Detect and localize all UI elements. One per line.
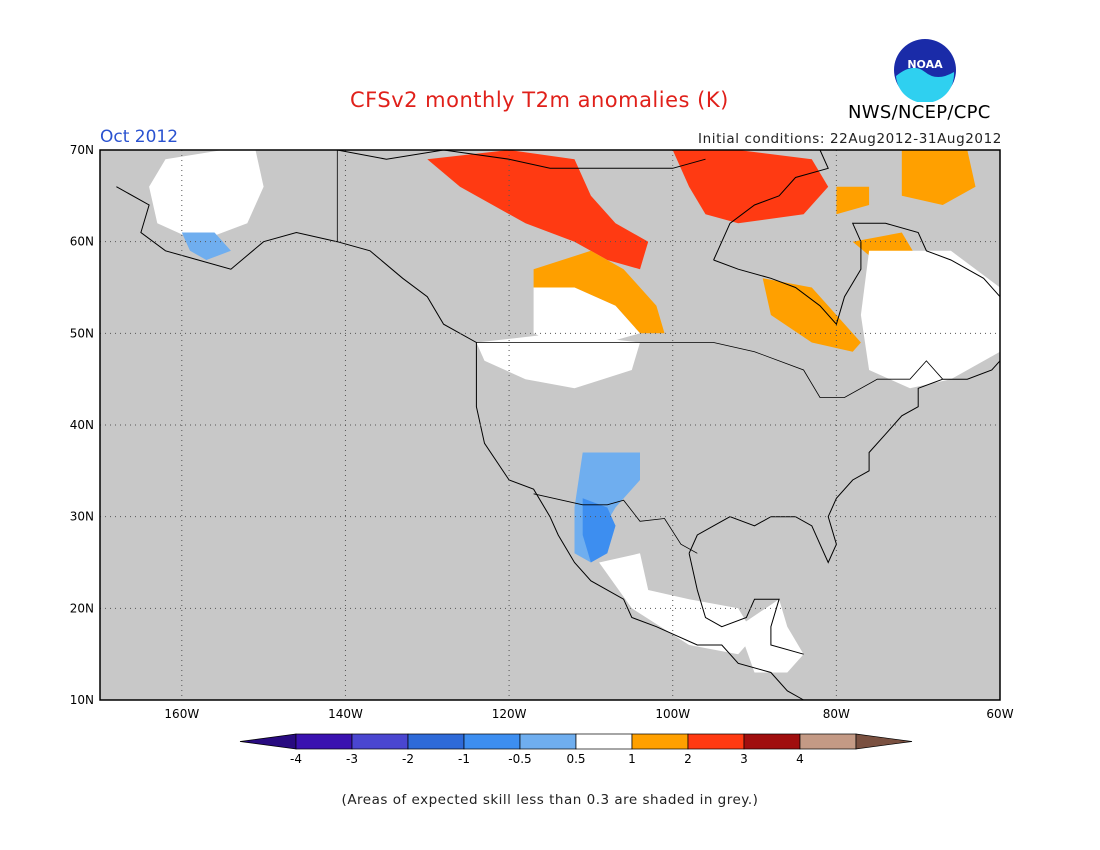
lon-tick-label: 120W — [492, 707, 527, 721]
region-alaska-neutral — [149, 150, 264, 242]
lon-tick-label: 160W — [164, 707, 199, 721]
lon-tick-label: 80W — [823, 707, 850, 721]
legend-label: 2 — [684, 752, 692, 766]
map-frame — [99, 149, 1001, 701]
lat-tick-label: 40N — [70, 418, 94, 432]
initial-conditions: Initial conditions: 22Aug2012-31Aug2012 — [698, 131, 1002, 147]
legend-swatch — [687, 733, 745, 750]
lat-tick-label: 70N — [70, 143, 94, 157]
legend-low-arrow — [239, 733, 297, 750]
legend-label: 3 — [740, 752, 748, 766]
latitude-labels: 10N 20N 30N 40N 50N 60N 70N — [70, 143, 94, 707]
logo-text: NOAA — [907, 58, 943, 71]
map-title: CFSv2 monthly T2m anomalies (K) — [350, 88, 729, 112]
longitude-labels: 160W 140W 120W 100W 80W 60W — [164, 707, 1013, 721]
region-quebec-neutral — [860, 250, 1000, 389]
legend-label: 1 — [628, 752, 636, 766]
valid-month: Oct 2012 — [100, 127, 179, 147]
legend-label: -4 — [290, 752, 302, 766]
legend-swatch — [799, 733, 857, 750]
region-mexico-neutral — [599, 553, 755, 655]
legend-swatch — [631, 733, 689, 750]
legend-label: 0.5 — [566, 752, 585, 766]
legend-label: -3 — [346, 752, 358, 766]
lon-tick-label: 140W — [328, 707, 363, 721]
region-baffin-warm — [836, 186, 870, 215]
legend-label: 4 — [796, 752, 804, 766]
color-legend: -4 -3 -2 -1 -0.5 0.5 1 2 3 4 — [239, 733, 913, 766]
lon-tick-label: 60W — [986, 707, 1013, 721]
skill-footnote: (Areas of expected skill less than 0.3 a… — [341, 792, 759, 808]
region-alaska-cool — [181, 232, 231, 260]
region-hudson-warm-outer — [533, 250, 665, 334]
lon-tick-label: 100W — [655, 707, 690, 721]
region-sonora-cool — [582, 498, 616, 563]
legend-high-arrow — [855, 733, 913, 750]
legend-swatch — [463, 733, 521, 750]
gridlines — [100, 150, 1000, 700]
lat-tick-label: 30N — [70, 510, 94, 524]
lat-tick-label: 20N — [70, 601, 94, 615]
lat-tick-label: 10N — [70, 693, 94, 707]
legend-label: -1 — [458, 752, 470, 766]
legend-swatch — [575, 733, 633, 750]
legend-label: -0.5 — [508, 752, 531, 766]
lat-tick-label: 50N — [70, 326, 94, 340]
lat-tick-label: 60N — [70, 235, 94, 249]
legend-swatch — [743, 733, 801, 750]
legend-label: -2 — [402, 752, 414, 766]
legend-swatch — [519, 733, 577, 750]
region-greenland-warm — [901, 150, 976, 205]
region-hudson-warm-inner — [427, 150, 649, 270]
region-ontario-warm — [762, 278, 861, 352]
legend-swatch — [351, 733, 409, 750]
region-arctic-warm-east — [672, 150, 829, 224]
legend-swatch — [295, 733, 353, 750]
noaa-logo-icon: NOAA — [894, 39, 956, 102]
region-northwest-neutral — [476, 333, 640, 389]
agency-label: NWS/NCEP/CPC — [848, 102, 991, 123]
legend-swatch — [407, 733, 465, 750]
